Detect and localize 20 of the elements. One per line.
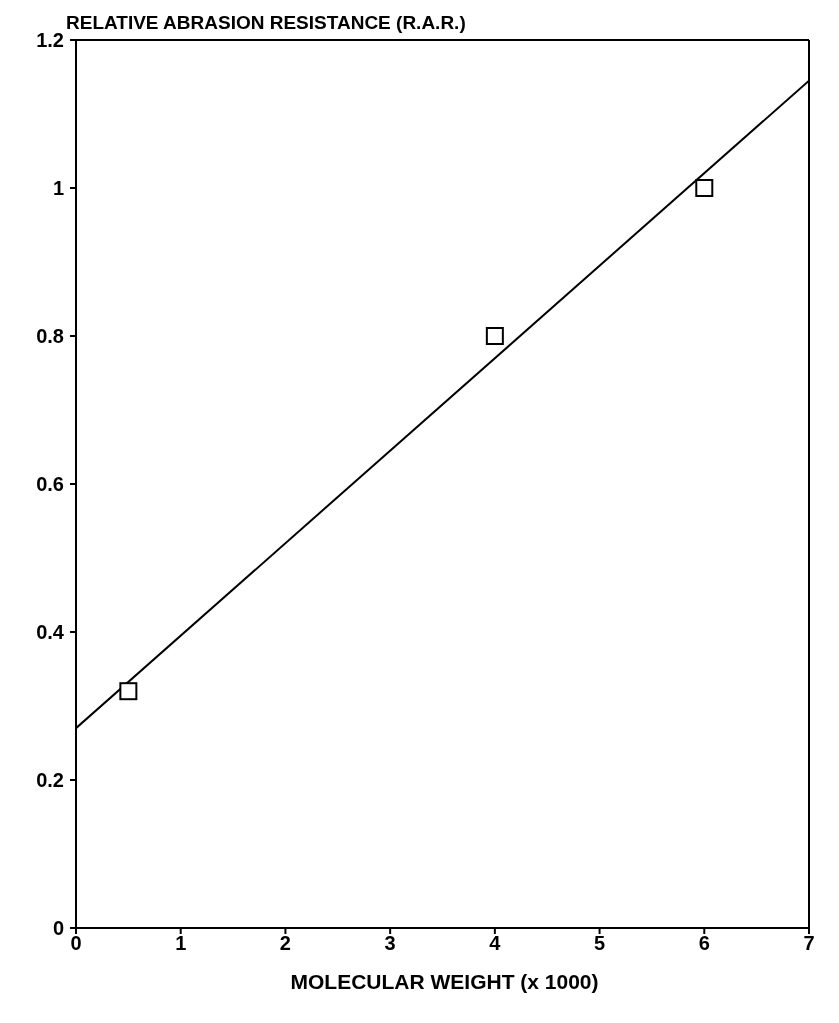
y-tick-label: 1 [52, 177, 64, 200]
point [485, 327, 504, 345]
x-tick-label: 1 [175, 932, 187, 955]
y-tick-label: 0.2 [36, 769, 64, 792]
y-tick-label: 0.6 [36, 473, 64, 496]
x-tick-label: 4 [489, 932, 502, 955]
x-axis-title: MOLECULAR WEIGHT (x 1000) [289, 970, 600, 994]
y-tick-label: 1.2 [36, 29, 64, 52]
point [119, 682, 138, 701]
y-tick-label: 0 [52, 917, 64, 940]
x-tick-label: 0 [70, 932, 82, 955]
x-tick-label: 3 [384, 932, 396, 955]
y-tick-label: 0.4 [36, 621, 65, 644]
y-tick-label: 0.8 [36, 325, 64, 348]
x-tick-label: 7 [803, 932, 815, 955]
x-tick-label: 5 [594, 932, 606, 955]
x-tick-label: 2 [279, 932, 291, 955]
point [695, 179, 714, 197]
y-axis-title: RELATIVE ABRASION RESISTANCE (R.A.R.) [66, 12, 466, 34]
x-tick-label: 6 [698, 932, 710, 955]
